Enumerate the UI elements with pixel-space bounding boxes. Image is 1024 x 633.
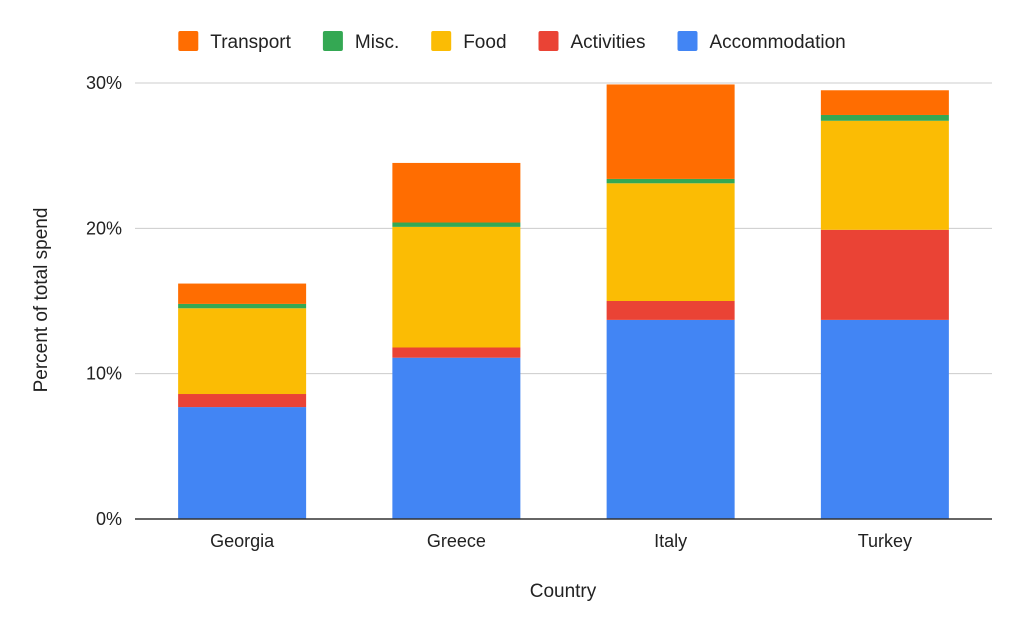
legend-item-food: Food [431,31,507,53]
y-tick-label: 0% [96,509,122,529]
y-tick-labels: 0% 10% 20% 30% [86,73,122,529]
y-axis-title: Percent of total spend [31,208,52,393]
x-axis-title: Country [530,581,597,602]
legend-item-accommodation: Accommodation [677,31,846,53]
bar-segment-turkey-food [820,120,949,230]
legend-label: Activities [571,32,646,53]
bar-segment-turkey-accommodation [820,319,949,519]
y-tick-label: 20% [86,218,122,238]
bar-segment-georgia-misc [178,303,307,309]
bar-segment-italy-transport [606,84,735,179]
legend-label: Accommodation [710,32,846,53]
bar-segment-italy-misc [606,178,735,184]
bar-segment-greece-transport [392,162,521,223]
legend-swatch [538,31,559,51]
bar-segment-georgia-transport [178,283,307,304]
legend-swatch [431,31,452,51]
y-tick-label: 10% [86,364,122,384]
legend-label: Misc. [355,32,399,53]
bar-segment-greece-misc [392,222,521,227]
legend-swatch [677,31,698,51]
bar-segment-italy-accommodation [606,319,735,519]
bar-segment-turkey-misc [820,114,949,121]
legend-item-activities: Activities [538,31,646,53]
x-tick-label-georgia: Georgia [210,531,275,551]
legend-swatch [178,31,199,51]
bar-segment-italy-activities [606,301,735,320]
bars [178,84,949,519]
bar-segment-turkey-activities [820,229,949,320]
legend-label: Transport [210,32,291,53]
x-tick-label-turkey: Turkey [858,531,912,551]
bar-segment-italy-food [606,183,735,301]
bar-segment-greece-activities [392,347,521,358]
bar-segment-greece-food [392,226,521,348]
bar-segment-georgia-activities [178,394,307,408]
bar-segment-greece-accommodation [392,357,521,519]
legend-item-transport: Transport [178,31,292,53]
bar-segment-turkey-transport [820,90,949,115]
y-tick-label: 30% [86,73,122,93]
legend-label: Food [463,32,506,53]
x-tick-labels: Georgia Greece Italy Turkey [210,531,912,551]
bar-segment-georgia-accommodation [178,407,307,519]
legend-item-misc: Misc. [322,31,399,53]
legend: Transport Misc. Food Activities Accommodatio… [178,31,846,53]
x-tick-label-greece: Greece [427,531,486,551]
bar-segment-georgia-food [178,308,307,395]
legend-swatch [322,31,343,51]
x-tick-label-italy: Italy [654,531,687,551]
